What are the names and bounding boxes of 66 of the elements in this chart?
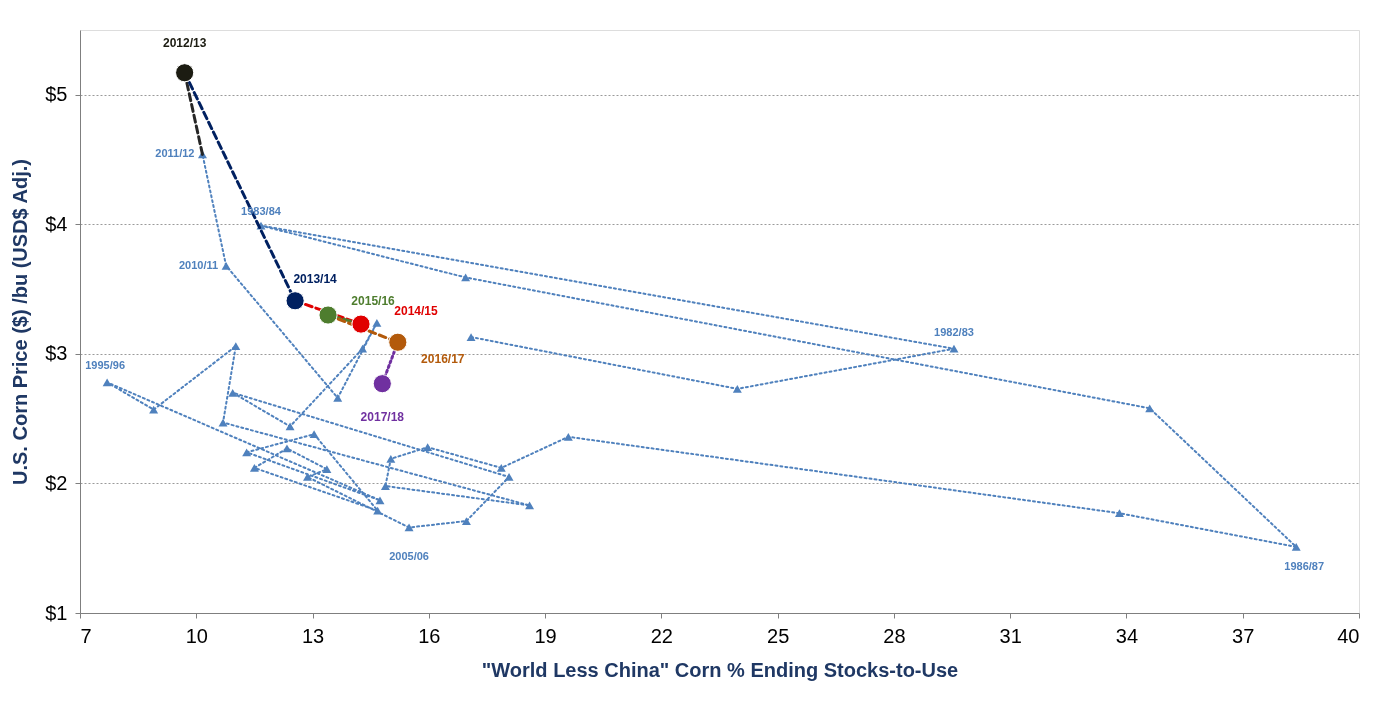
x-tick-label: 28 <box>883 624 906 647</box>
series-label: 2017/18 <box>360 409 405 424</box>
y-tick-label: $1 <box>45 601 68 624</box>
point <box>358 344 368 353</box>
point <box>423 443 433 452</box>
point <box>466 333 476 341</box>
x-tick-label: 37 <box>1232 624 1255 647</box>
y-tick-label: $5 <box>45 83 68 106</box>
x-tick-label: 22 <box>650 624 673 647</box>
x-tick-label: 7 <box>80 624 92 647</box>
x-tick-label: 16 <box>418 624 441 647</box>
point <box>949 344 959 353</box>
x-tick-label: 19 <box>534 624 557 647</box>
annotation: 2010/11 <box>178 258 219 271</box>
annotation: 1982/83 <box>934 325 974 338</box>
point <box>373 506 383 515</box>
annotation: 1986/87 <box>1284 559 1325 572</box>
series-label: 2013/14 <box>293 271 338 286</box>
y-axis-title: U.S. Corn Price ($) /bu (USD$ Adj.) <box>9 159 32 485</box>
annotation: 1995/96 <box>85 359 126 372</box>
point <box>333 394 343 402</box>
point <box>386 454 396 463</box>
point <box>525 501 535 510</box>
annotation: 1983/84 <box>241 204 282 217</box>
x-tick-label: 25 <box>767 624 790 647</box>
series-label: 2012/13 <box>162 35 207 50</box>
point <box>732 385 742 393</box>
series-label: 2015/16 <box>351 294 396 309</box>
point <box>228 388 238 397</box>
point <box>563 432 573 441</box>
x-tick-label: 13 <box>301 624 325 647</box>
point <box>351 314 371 334</box>
point <box>496 464 506 472</box>
x-tick-label: 31 <box>999 624 1022 647</box>
point <box>285 291 305 311</box>
point <box>242 448 252 457</box>
x-tick-label: 10 <box>185 624 208 647</box>
y-tick-label: $3 <box>45 342 68 365</box>
point <box>303 473 312 481</box>
point <box>1145 404 1155 413</box>
x-axis-title: "World Less China" Corn % Ending Stocks-to-Use <box>481 658 959 681</box>
x-tick-label: 34 <box>1115 624 1139 647</box>
annotation: 2005/06 <box>389 550 429 563</box>
x-tick-label: 40 <box>1337 624 1360 647</box>
point <box>372 374 392 394</box>
point <box>221 261 231 270</box>
point <box>380 482 390 490</box>
point <box>322 465 332 474</box>
y-tick-label: $2 <box>45 471 68 494</box>
text: 2014/15 <box>394 304 438 319</box>
point <box>461 517 471 525</box>
point <box>388 332 408 352</box>
point <box>231 342 241 350</box>
point <box>309 430 319 439</box>
point <box>318 305 338 325</box>
point <box>249 464 259 472</box>
point <box>372 318 382 327</box>
point <box>175 63 195 83</box>
point <box>504 473 514 481</box>
point <box>375 496 385 505</box>
series-label: 2016/17 <box>421 352 465 367</box>
point <box>1291 543 1301 551</box>
point <box>1115 509 1124 518</box>
y-tick-label: $4 <box>45 212 68 235</box>
point <box>102 378 112 387</box>
annotation: 2011/12 <box>155 147 195 160</box>
